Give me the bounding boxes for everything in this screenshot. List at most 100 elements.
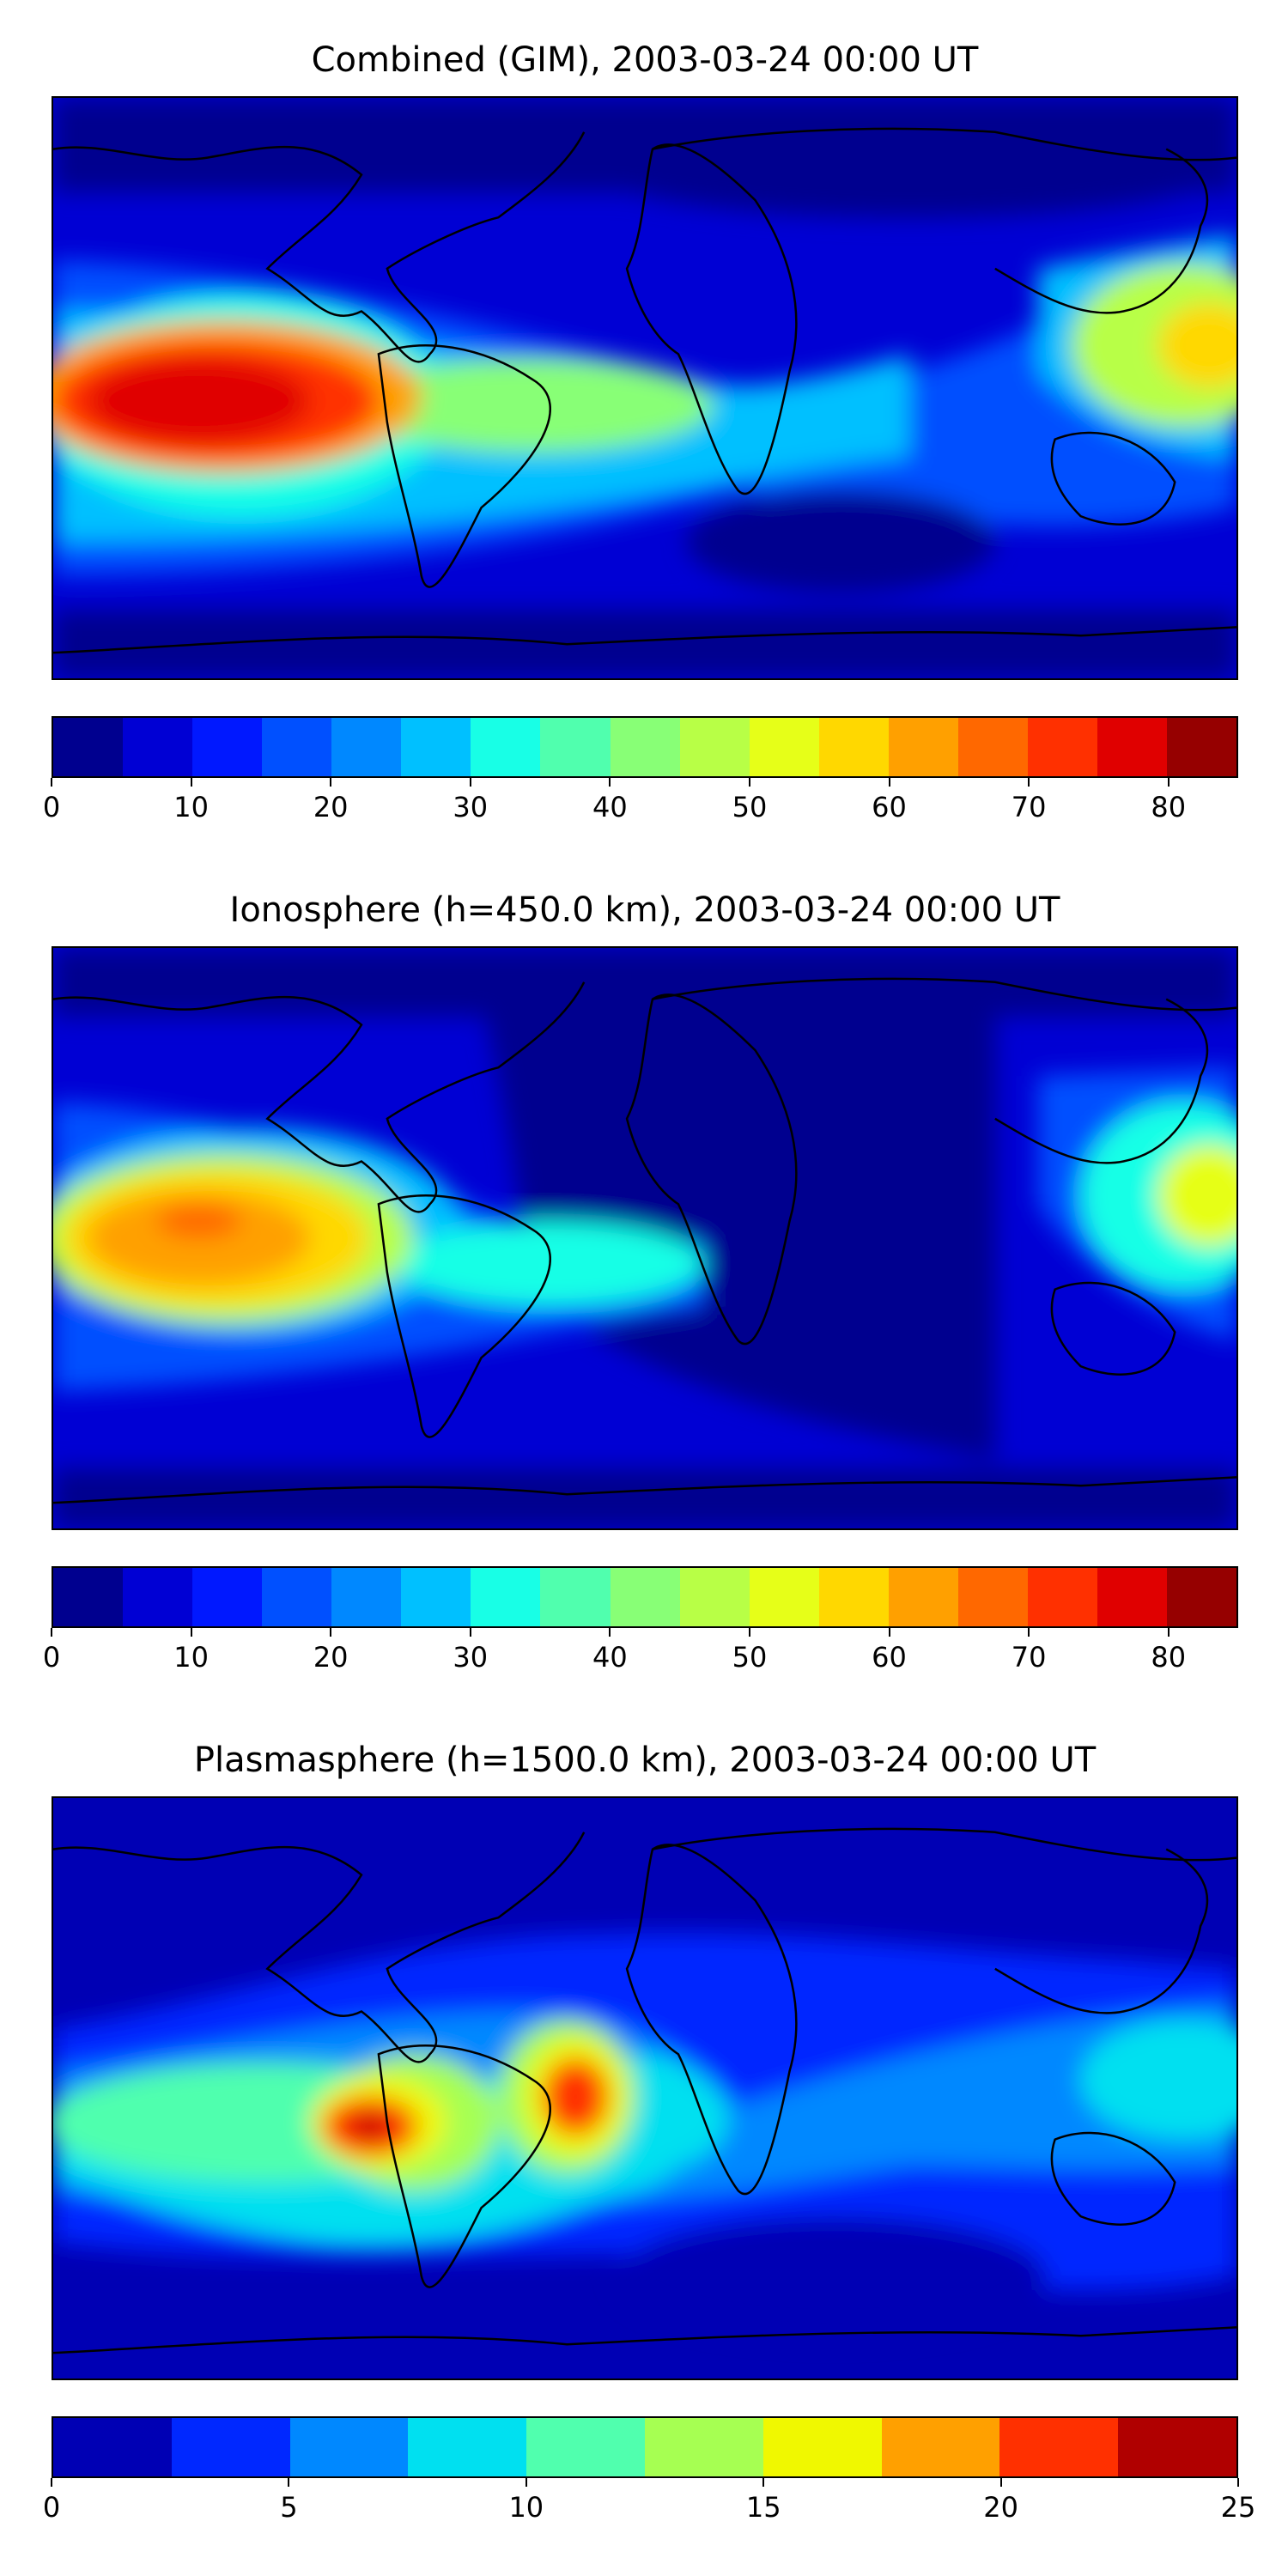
colorbar-segment: [401, 1568, 471, 1626]
colorbar-tick: [1028, 778, 1030, 787]
colorbar-ticks: 0 10 20 30 40 50 60 70 80: [43, 1628, 1238, 1674]
colorbar-tick-label: 80: [1151, 791, 1187, 823]
colorbar-segment: [471, 718, 541, 776]
colorbar-segment: [762, 2418, 882, 2476]
colorbar-tick-label: 80: [1151, 1641, 1187, 1674]
colorbar-tick: [999, 2478, 1002, 2487]
colorbar-segment: [123, 1568, 193, 1626]
colorbar-tick-label: 10: [173, 791, 209, 823]
colorbar-segment: [749, 1568, 819, 1626]
colorbar-tick: [762, 2478, 765, 2487]
colorbar-tick-label: 0: [42, 791, 61, 823]
coastlines: [53, 1827, 1236, 2354]
colorbar-segment: [610, 1568, 680, 1626]
colorbar-segment: [888, 1568, 958, 1626]
colorbar-tick-label: 70: [1011, 1641, 1047, 1674]
colorbar-tick: [330, 778, 332, 787]
colorbar-tick: [469, 778, 471, 787]
colorbar-ticks: 0 10 20 30 40 50 60 70 80: [43, 778, 1238, 823]
colorbar-segment: [262, 1568, 332, 1626]
colorbar-segment: [818, 718, 889, 776]
colorbar-tick: [51, 778, 52, 787]
colorbar-tick: [51, 1628, 52, 1637]
colorbar-segment: [999, 2418, 1119, 2476]
panel-title: Combined (GIM), 2003-03-24 00:00 UT: [311, 40, 979, 80]
colorbar-tick: [51, 2478, 52, 2487]
colorbar-segment: [471, 1568, 541, 1626]
colorbar-segment: [881, 2418, 1000, 2476]
map-ionosphere: [52, 946, 1238, 1530]
colorbar-segment: [888, 718, 958, 776]
colorbar: [52, 1566, 1238, 1628]
colorbar-segment: [192, 1568, 263, 1626]
colorbar-tick-label: 5: [280, 2491, 298, 2524]
colorbar-segment: [679, 718, 750, 776]
colorbar-tick-label: 30: [453, 1641, 489, 1674]
colorbar-tick: [330, 1628, 332, 1637]
colorbar-tick-label: 60: [872, 791, 907, 823]
colorbar-tick: [609, 1628, 611, 1637]
colorbar-tick-label: 20: [313, 1641, 349, 1674]
colorbar-tick-label: 30: [453, 791, 489, 823]
colorbar-tick-label: 40: [592, 791, 628, 823]
colorbar-tick-label: 10: [508, 2491, 544, 2524]
colorbar-segment: [53, 1568, 124, 1626]
map-plasmasphere: [52, 1796, 1238, 2380]
colorbar-tick: [1237, 2478, 1239, 2487]
colorbar-segment: [53, 2418, 172, 2476]
colorbar-segment: [1167, 718, 1237, 776]
colorbar-tick: [748, 778, 750, 787]
colorbar-segment: [679, 1568, 750, 1626]
colorbar-segment: [53, 718, 124, 776]
colorbar-segment: [957, 718, 1028, 776]
colorbar-tick-label: 60: [872, 1641, 907, 1674]
colorbar-tick-label: 20: [983, 2491, 1018, 2524]
colorbar-segment: [1167, 1568, 1237, 1626]
colorbar-tick-label: 50: [732, 791, 768, 823]
colorbar-segment: [408, 2418, 527, 2476]
colorbar-segment: [526, 2418, 645, 2476]
colorbar-tick-label: 50: [732, 1641, 768, 1674]
colorbar-segment: [540, 718, 611, 776]
colorbar-segment: [331, 718, 402, 776]
colorbar-segment: [123, 718, 193, 776]
colorbar-tick-label: 0: [42, 1641, 61, 1674]
tec-map: [53, 98, 1236, 678]
colorbar-tick-label: 20: [313, 791, 349, 823]
colorbar-tick: [748, 1628, 750, 1637]
colorbar-ticks: 0 5 10 15 20 25: [43, 2478, 1255, 2524]
colorbar: [52, 2416, 1238, 2478]
colorbar-tick: [525, 2478, 527, 2487]
colorbar-segment: [818, 1568, 889, 1626]
colorbar-tick: [288, 2478, 290, 2487]
colorbar-segment: [644, 2418, 763, 2476]
panel-title: Ionosphere (h=450.0 km), 2003-03-24 00:0…: [229, 890, 1060, 930]
colorbar-tick: [888, 778, 890, 787]
colorbar-segment: [540, 1568, 611, 1626]
colorbar-segment: [957, 1568, 1028, 1626]
colorbar-tick-label: 25: [1220, 2491, 1256, 2524]
colorbar-tick-label: 0: [42, 2491, 61, 2524]
colorbar-tick: [609, 778, 611, 787]
colorbar-tick-label: 10: [173, 1641, 209, 1674]
colorbar-segment: [1118, 2418, 1236, 2476]
colorbar-tick: [888, 1628, 890, 1637]
colorbar-tick-label: 70: [1011, 791, 1047, 823]
colorbar-tick: [190, 1628, 192, 1637]
colorbar-tick: [190, 778, 192, 787]
colorbar-tick: [1167, 778, 1170, 787]
colorbar-tick: [1167, 1628, 1170, 1637]
colorbar-segment: [289, 2418, 409, 2476]
colorbar-segment: [1027, 1568, 1097, 1626]
colorbar-tick: [1028, 1628, 1030, 1637]
colorbar-segment: [262, 718, 332, 776]
coastlines: [53, 977, 1236, 1504]
colorbar-tick-label: 40: [592, 1641, 628, 1674]
colorbar-segment: [331, 1568, 402, 1626]
panel-title: Plasmasphere (h=1500.0 km), 2003-03-24 0…: [193, 1741, 1097, 1780]
colorbar-segment: [610, 718, 680, 776]
colorbar-segment: [171, 2418, 290, 2476]
tec-map: [53, 948, 1236, 1528]
colorbar-tick: [469, 1628, 471, 1637]
coastlines: [53, 127, 1236, 654]
